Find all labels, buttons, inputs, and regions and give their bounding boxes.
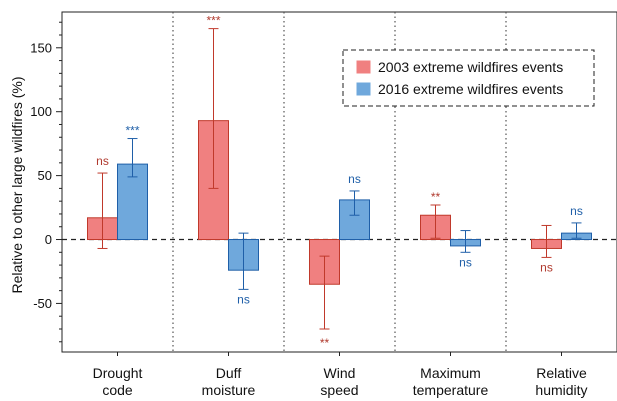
x-category-label: code [102, 382, 133, 398]
legend-label: 2016 extreme wildfires events [378, 81, 563, 97]
legend: 2003 extreme wildfires events 2016 extrem… [342, 49, 595, 107]
significance-label: ns [237, 292, 250, 306]
x-axis: DroughtcodeDuffmoisturecodeWindspeedMaxi… [93, 352, 588, 401]
x-category-label: humidity [535, 382, 587, 398]
y-tick-label: 0 [45, 232, 52, 247]
x-category-label: Duff [216, 365, 242, 381]
y-tick-label: 100 [30, 104, 52, 119]
significance-label: ns [570, 204, 583, 218]
significance-label: ns [96, 154, 109, 168]
y-tick-label: -50 [33, 296, 52, 311]
x-category-label: Relative [536, 365, 587, 381]
x-category-label: code [213, 399, 244, 401]
x-category-label: speed [320, 382, 358, 398]
x-category-label: Wind [324, 365, 356, 381]
significance-label: ** [431, 190, 441, 204]
significance-label: ** [320, 336, 330, 350]
y-tick-label: 50 [38, 168, 52, 183]
y-tick-label: 150 [30, 40, 52, 55]
significance-label: ns [540, 260, 553, 274]
y-axis: -50 0 50 100 150 [30, 21, 62, 343]
x-category-label: Drought [93, 365, 143, 381]
legend-swatch [356, 82, 371, 96]
significance-label: *** [125, 124, 139, 138]
significance-label: ns [459, 255, 472, 269]
x-category-label: moisture [202, 382, 256, 398]
y-axis-title: Relative to other large wildfires (%) [9, 76, 25, 293]
significance-label: ns [348, 172, 361, 186]
significance-label: *** [206, 14, 220, 28]
legend-swatch [356, 60, 371, 74]
legend-label: 2003 extreme wildfires events [378, 59, 563, 75]
x-category-label: Maximum [420, 365, 481, 381]
legend-box [342, 49, 595, 107]
x-category-label: temperature [413, 382, 489, 398]
